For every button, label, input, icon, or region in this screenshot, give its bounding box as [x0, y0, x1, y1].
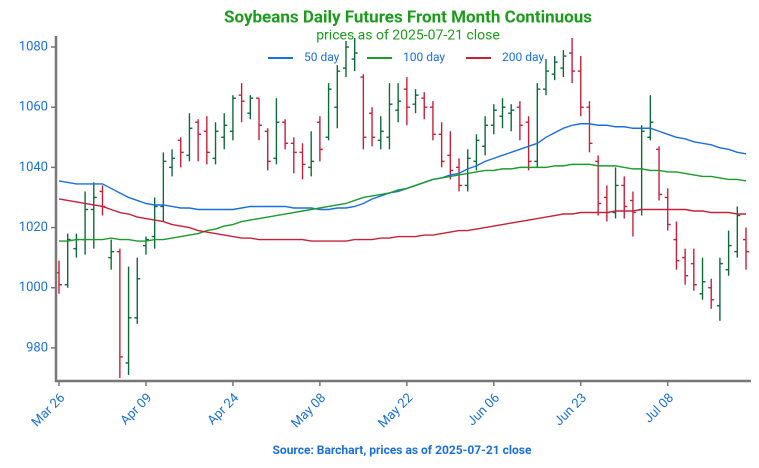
y-tick-label: 1040	[19, 160, 48, 175]
legend-label: 200 day	[502, 50, 544, 64]
source-note: Source: Barchart, prices as of 2025-07-2…	[273, 443, 532, 457]
y-tick-label: 980	[26, 340, 48, 355]
y-tick-label: 1020	[19, 220, 48, 235]
legend-label: 50 day	[304, 50, 340, 64]
legend-label: 100 day	[403, 50, 445, 64]
chart-subtitle: prices as of 2025-07-21 close	[316, 28, 500, 44]
y-tick-label: 1060	[19, 100, 48, 115]
y-tick-label: 1000	[19, 280, 48, 295]
y-tick-label: 1080	[19, 39, 48, 54]
ma-line	[59, 163, 747, 242]
ma-line	[58, 123, 747, 211]
ma-line	[58, 198, 746, 242]
chart-title: Soybeans Daily Futures Front Month Conti…	[224, 7, 592, 27]
